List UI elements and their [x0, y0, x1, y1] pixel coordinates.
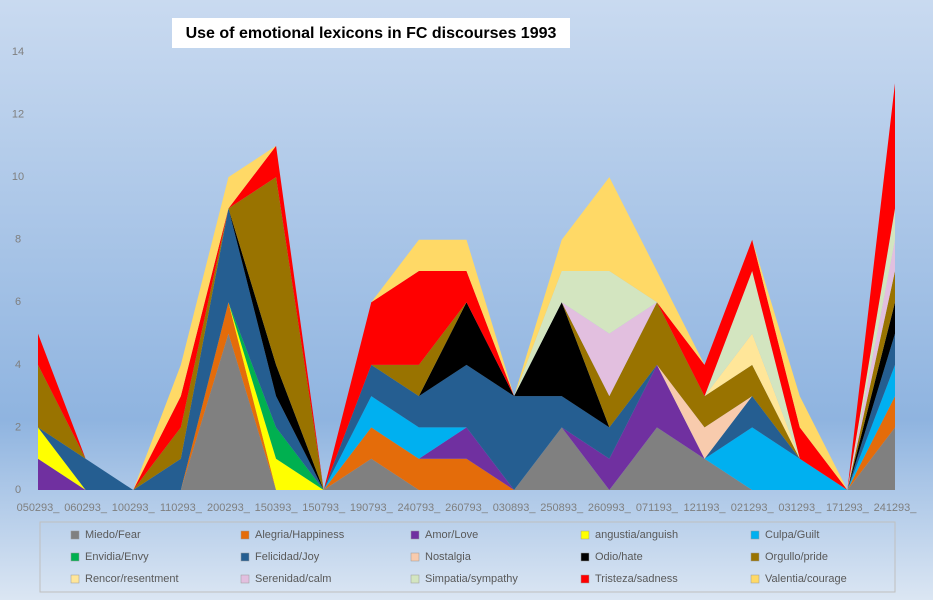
y-tick-label: 8 — [15, 234, 21, 246]
x-tick-label: 110293_ — [160, 502, 203, 514]
legend-swatch — [410, 530, 420, 540]
x-tick-label: 171293_ — [826, 502, 870, 514]
x-tick-label: 150793_ — [302, 502, 346, 514]
legend-swatch — [750, 552, 760, 562]
legend-swatch — [240, 574, 250, 584]
x-tick-label: 190793_ — [350, 502, 394, 514]
legend-box — [39, 521, 896, 593]
legend-swatch — [240, 552, 250, 562]
legend-label: angustia/anguish — [595, 529, 678, 541]
area — [38, 83, 895, 491]
legend-label: Rencor/resentment — [85, 573, 179, 585]
x-tick-label: 260793_ — [445, 502, 489, 514]
legend-label: Nostalgia — [425, 551, 472, 563]
area — [38, 302, 895, 490]
x-tick-label: 241293_ — [874, 502, 918, 514]
legend-swatch — [580, 574, 590, 584]
area — [38, 208, 895, 490]
x-tick-label: 100293_ — [112, 502, 156, 514]
legend-swatch — [750, 574, 760, 584]
legend-label: Alegria/Happiness — [255, 529, 345, 541]
area — [38, 208, 895, 490]
legend-swatch — [580, 552, 590, 562]
y-tick-label: 4 — [15, 359, 21, 371]
legend-label: Envidia/Envy — [85, 551, 149, 563]
x-tick-label: 121193_ — [684, 502, 727, 514]
x-tick-label: 250893_ — [540, 502, 584, 514]
legend-swatch — [750, 530, 760, 540]
area — [38, 302, 895, 490]
legend-label: Tristeza/sadness — [595, 573, 678, 585]
area — [38, 302, 895, 490]
legend-label: Orgullo/pride — [765, 551, 828, 563]
legend-swatch — [70, 574, 80, 584]
x-tick-label: 030893_ — [493, 502, 537, 514]
legend-label: Culpa/Guilt — [765, 529, 819, 541]
y-tick-label: 12 — [12, 108, 24, 120]
y-tick-label: 10 — [12, 171, 24, 183]
x-tick-label: 050293_ — [17, 502, 61, 514]
x-tick-label: 060293_ — [64, 502, 108, 514]
y-tick-label: 0 — [15, 484, 21, 496]
x-tick-label: 031293_ — [778, 502, 822, 514]
legend-label: Simpatia/sympathy — [425, 573, 518, 585]
legend-swatch — [580, 530, 590, 540]
y-tick-label: 14 — [12, 46, 24, 58]
legend-label: Felicidad/Joy — [255, 551, 320, 563]
legend-swatch — [240, 530, 250, 540]
legend-swatch — [70, 530, 80, 540]
legend-label: Amor/Love — [425, 529, 478, 541]
area — [38, 333, 895, 490]
legend-swatch — [70, 552, 80, 562]
x-tick-label: 150393_ — [255, 502, 299, 514]
x-tick-label: 021293_ — [731, 502, 775, 514]
legend-label: Miedo/Fear — [85, 529, 141, 541]
legend-swatch — [410, 552, 420, 562]
title-box — [172, 18, 570, 48]
legend-swatch — [410, 574, 420, 584]
legend-label: Odio/hate — [595, 551, 643, 563]
x-tick-label: 200293_ — [207, 502, 251, 514]
x-tick-label: 260993_ — [588, 502, 632, 514]
area — [38, 177, 895, 490]
y-tick-label: 6 — [15, 296, 21, 308]
chart-title: Use of emotional lexicons in FC discours… — [186, 25, 557, 42]
legend-label: Serenidad/calm — [255, 573, 331, 585]
legend-label: Valentia/courage — [765, 573, 847, 585]
y-tick-label: 2 — [15, 421, 21, 433]
x-tick-label: 240793_ — [397, 502, 441, 514]
x-tick-label: 071193_ — [636, 502, 679, 514]
